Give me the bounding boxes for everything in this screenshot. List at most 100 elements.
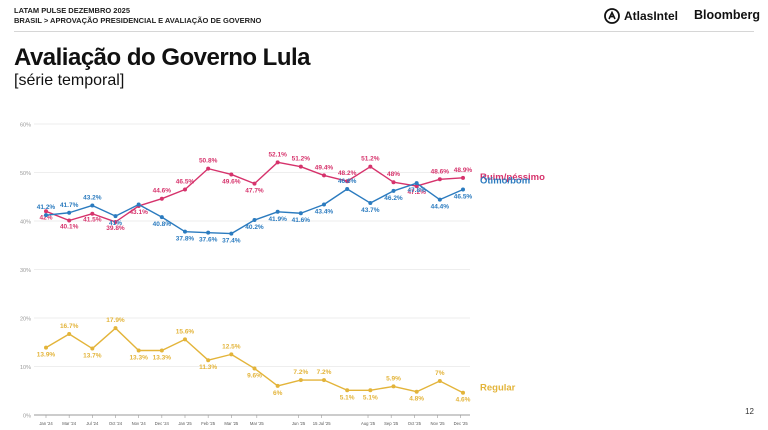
data-point-regular	[414, 389, 419, 394]
x-tick-label: Jul '24	[86, 421, 99, 426]
series-line-regular	[45, 327, 464, 394]
data-label-regular: 17.9%	[106, 317, 125, 324]
data-label-ruim: 48.6%	[431, 168, 450, 175]
data-label-otimo: 43.4%	[315, 209, 334, 216]
data-label-otimo: 40.8%	[153, 221, 172, 228]
x-tick-label: Jan '25	[178, 421, 192, 426]
data-point-ruim	[90, 211, 95, 216]
data-point-regular	[44, 345, 48, 350]
data-label-regular: 5.1%	[340, 394, 355, 401]
x-tick-label: Nov '24	[132, 421, 147, 426]
x-tick-label: Mar '24	[62, 421, 77, 426]
data-point-regular	[345, 388, 350, 393]
y-tick-label: 50%	[20, 171, 31, 177]
data-label-ruim: 43.1%	[129, 209, 148, 216]
data-label-ruim: 48%	[387, 171, 400, 178]
data-point-ruim	[391, 180, 396, 185]
data-point-ruim	[252, 181, 257, 186]
data-label-otimo: 37.4%	[222, 238, 241, 245]
data-label-otimo: 41.6%	[292, 217, 311, 224]
data-label-ruim: 46.5%	[176, 178, 195, 185]
data-label-regular: 7.2%	[293, 369, 308, 376]
header-divider	[14, 31, 754, 32]
data-point-ruim	[322, 173, 326, 178]
y-tick-label: 40%	[20, 220, 31, 226]
x-tick-label: Feb '25	[201, 421, 216, 426]
data-label-otimo: 37.8%	[176, 236, 195, 243]
data-label-ruim: 39.8%	[106, 225, 125, 232]
data-point-ruim	[183, 187, 187, 192]
data-point-ruim	[113, 219, 118, 224]
data-point-regular	[67, 332, 72, 337]
data-label-regular: 5.9%	[386, 375, 401, 382]
data-point-ruim	[159, 196, 164, 201]
data-point-ruim	[461, 175, 465, 180]
data-point-otimo	[461, 187, 465, 192]
data-label-ruim: 52.1%	[268, 151, 287, 158]
data-label-ruim: 49.4%	[315, 164, 334, 171]
atlasintel-logo: AtlasIntel	[604, 8, 678, 24]
data-point-otimo	[183, 229, 187, 234]
data-label-ruim: 41.5%	[83, 217, 102, 224]
data-label-otimo: 46.2%	[384, 195, 403, 202]
data-label-otimo: 37.6%	[199, 237, 218, 244]
data-label-regular: 4.6%	[456, 397, 471, 404]
data-label-regular: 13.9%	[37, 352, 56, 359]
data-label-regular: 15.6%	[176, 328, 195, 335]
data-label-regular: 13.7%	[83, 353, 102, 360]
x-tick-label: Nov '25	[430, 421, 445, 426]
x-tick-label: 15 Jul '25	[313, 421, 331, 426]
data-point-otimo	[414, 181, 419, 186]
data-label-otimo: 46.5%	[454, 193, 473, 200]
atlasintel-wordmark: AtlasIntel	[624, 9, 679, 23]
data-point-otimo	[44, 213, 48, 218]
page-subtitle: [série temporal]	[14, 72, 125, 89]
series-name-regular: Regular	[480, 383, 516, 394]
report-header: LATAM PULSE DEZEMBRO 2025 BRASIL > APROV…	[14, 6, 261, 26]
report-name: LATAM PULSE DEZEMBRO 2025	[14, 6, 130, 15]
atlasintel-mark-icon	[604, 8, 620, 24]
data-point-ruim	[345, 179, 350, 184]
series-name-otimo: Ótimo/bom	[480, 174, 530, 186]
data-point-otimo	[206, 230, 211, 235]
data-label-regular: 12.5%	[222, 343, 241, 350]
data-point-otimo	[159, 215, 164, 220]
data-label-ruim: 48.2%	[338, 170, 357, 177]
data-point-regular	[206, 358, 211, 363]
data-label-regular: 7.2%	[317, 369, 332, 376]
y-tick-label: 60%	[20, 123, 31, 129]
data-point-otimo	[391, 188, 396, 193]
x-tick-label: Sep '25	[384, 421, 399, 426]
data-point-otimo	[252, 218, 257, 223]
data-label-regular: 13.3%	[129, 354, 148, 361]
data-point-regular	[298, 378, 303, 383]
data-point-regular	[391, 384, 396, 389]
data-label-ruim: 47.2%	[407, 189, 426, 196]
data-label-otimo: 46.6%	[338, 178, 357, 185]
x-tick-label: Dec '25	[454, 421, 469, 426]
y-tick-label: 20%	[20, 317, 31, 323]
y-tick-label: 30%	[20, 268, 31, 274]
page-title: Avaliação do Governo Lula	[14, 44, 311, 71]
data-point-regular	[183, 337, 187, 342]
data-point-otimo	[345, 186, 350, 191]
data-label-regular: 6%	[273, 390, 283, 397]
data-point-regular	[275, 383, 280, 388]
data-point-ruim	[44, 209, 48, 214]
breadcrumb: BRASIL > APROVAÇÃO PRESIDENCIAL E AVALIA…	[14, 16, 262, 25]
y-tick-label: 10%	[20, 365, 31, 371]
series-name-ruim: Ruim/péssimo	[480, 172, 545, 183]
x-tick-label: Jan '24	[39, 421, 53, 426]
data-point-otimo	[136, 202, 141, 207]
data-label-otimo: 43.7%	[361, 207, 380, 214]
data-point-otimo	[67, 210, 72, 215]
data-point-ruim	[368, 164, 373, 169]
data-point-ruim	[414, 184, 419, 189]
data-point-regular	[368, 388, 373, 393]
data-point-otimo	[229, 231, 234, 236]
data-point-otimo	[298, 211, 303, 216]
data-label-ruim: 48.9%	[454, 167, 473, 174]
data-point-regular	[113, 326, 118, 331]
data-point-regular	[252, 366, 257, 371]
